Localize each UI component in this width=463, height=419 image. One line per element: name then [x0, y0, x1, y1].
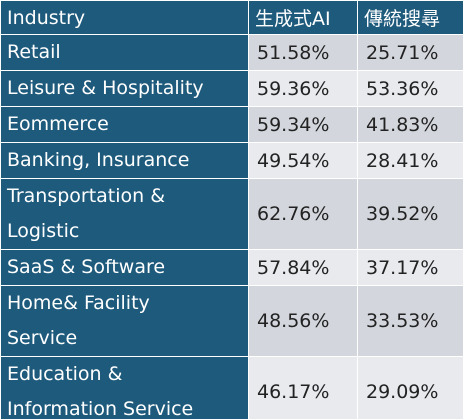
industry-line: Banking, Insurance [7, 149, 190, 171]
industry-line: Eommerce [7, 113, 109, 135]
value-cell: 29.09% [357, 356, 463, 419]
value-cell: 62.76% [248, 178, 358, 250]
value-cell: 39.52% [357, 178, 463, 250]
table-row: Eommerce 59.34% 41.83% [0, 106, 463, 143]
table-header: Industry 生成式AI 傳統搜尋 [0, 0, 463, 35]
table-row: Banking, Insurance 49.54% 28.41% [0, 142, 463, 179]
header-cell: Industry [0, 0, 249, 35]
value-cell: 59.36% [248, 70, 358, 107]
industry-cell: Leisure & Hospitality [0, 70, 249, 107]
value-cell: 25.71% [357, 34, 463, 71]
industry-cell: Education & Information Service [0, 356, 249, 419]
header-cell: 傳統搜尋 [357, 0, 463, 35]
industry-line: Service [7, 327, 78, 349]
value-cell: 51.58% [248, 34, 358, 71]
table-row: Retail 51.58% 25.71% [0, 34, 463, 71]
industry-line: SaaS & Software [7, 256, 166, 278]
industry-cell: Banking, Insurance [0, 142, 249, 179]
industry-line: Education & [7, 363, 123, 385]
value-cell: 57.84% [248, 249, 358, 286]
industry-line: Logistic [7, 220, 80, 242]
value-cell: 33.53% [357, 285, 463, 357]
table-row: Home& Facility Service 48.56% 33.53% [0, 285, 463, 357]
industry-line: Leisure & Hospitality [7, 77, 204, 99]
header-cell: 生成式AI [248, 0, 358, 35]
table-row: Transportation & Logistic 62.76% 39.52% [0, 178, 463, 250]
industry-line: Home& Facility [7, 292, 150, 314]
value-cell: 37.17% [357, 249, 463, 286]
table-row: Education & Information Service 46.17% 29.0… [0, 356, 463, 419]
industry-line: Information Service [7, 398, 194, 419]
value-cell: 59.34% [248, 106, 358, 143]
industry-cell: Transportation & Logistic [0, 178, 249, 250]
industry-line: Transportation & [7, 185, 166, 207]
header-row: Industry 生成式AI 傳統搜尋 [0, 0, 463, 35]
industry-line: Retail [7, 41, 61, 63]
table-row: Leisure & Hospitality 59.36% 53.36% [0, 70, 463, 107]
industry-cell: SaaS & Software [0, 249, 249, 286]
value-cell: 48.56% [248, 285, 358, 357]
value-cell: 28.41% [357, 142, 463, 179]
value-cell: 49.54% [248, 142, 358, 179]
table-row: SaaS & Software 57.84% 37.17% [0, 249, 463, 286]
industry-cell: Eommerce [0, 106, 249, 143]
value-cell: 46.17% [248, 356, 358, 419]
industry-cell: Home& Facility Service [0, 285, 249, 357]
value-cell: 53.36% [357, 70, 463, 107]
industry-cell: Retail [0, 34, 249, 71]
value-cell: 41.83% [357, 106, 463, 143]
table-body: Retail 51.58% 25.71% Leisure & Hospitality 5… [0, 34, 463, 419]
